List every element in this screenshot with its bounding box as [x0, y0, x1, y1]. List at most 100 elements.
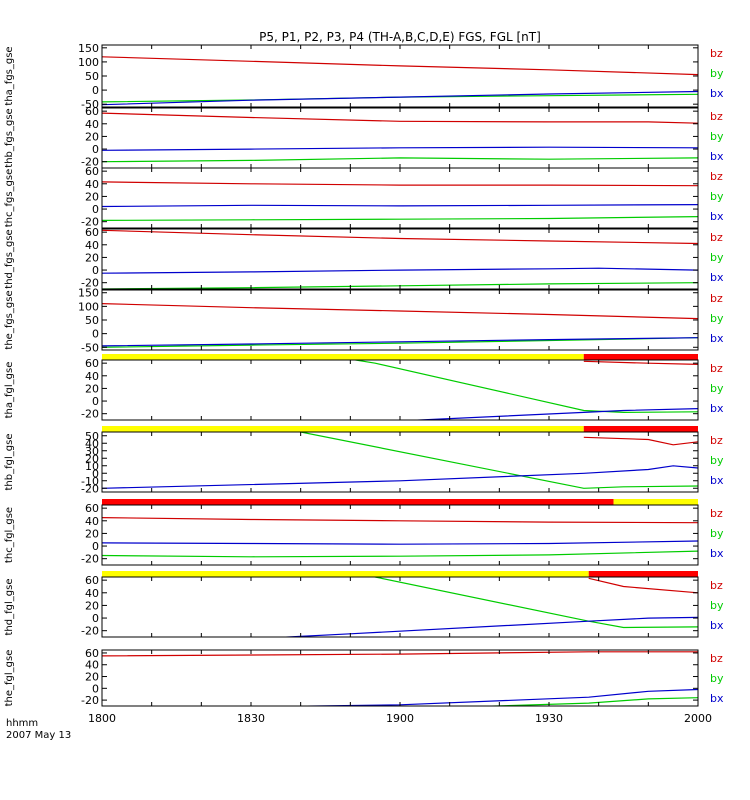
series-group — [102, 517, 698, 558]
y-tick-label: -20 — [81, 694, 99, 707]
y-tick-label: 60 — [85, 165, 99, 178]
y-tick-label: 40 — [85, 587, 99, 600]
panel-ylabel: thc_fgs_gse — [4, 169, 15, 228]
legend-label-bx: bx — [710, 150, 724, 163]
y-tick-label: 100 — [78, 300, 99, 313]
series-group — [102, 432, 698, 489]
x-tick-label: 1830 — [237, 712, 265, 725]
series-line-by — [474, 697, 698, 706]
time-axis-label-hhmm: hhmm — [6, 718, 38, 729]
panel-ylabel: thc_fgl_gse — [4, 507, 15, 563]
y-tick-label: 20 — [85, 382, 99, 395]
panel-ylabel: tha_fgl_gse — [4, 362, 15, 419]
y-tick-label: 0 — [92, 612, 99, 625]
y-tick-label: 10 — [85, 460, 99, 473]
y-tick-label: 0 — [92, 84, 99, 97]
flag-bar-yellow — [102, 354, 584, 360]
legend-label-bx: bx — [710, 402, 724, 415]
time-axis: hhmm 2007 May 13 1800 1830 1900 1930 2000 — [6, 712, 712, 741]
y-tick-label: -20 — [81, 216, 99, 229]
series-line-bx — [102, 146, 698, 151]
x-tick-label: 1930 — [535, 712, 563, 725]
y-tick-label: -20 — [81, 625, 99, 638]
x-tick-label: 1800 — [88, 712, 116, 725]
y-tick-label: -20 — [81, 156, 99, 169]
y-tick-label: 40 — [85, 515, 99, 528]
series-line-bx — [406, 408, 698, 420]
y-tick-label: 40 — [85, 118, 99, 131]
y-tick-label: -50 — [81, 98, 99, 111]
y-tick-label: 60 — [85, 105, 99, 118]
series-group — [102, 181, 698, 221]
series-line-by — [102, 550, 698, 558]
y-tick-label: 20 — [85, 190, 99, 203]
series-line-bz — [583, 360, 698, 365]
series-line-bz — [102, 181, 698, 187]
series-line-bz — [102, 56, 698, 76]
y-tick-label: 60 — [85, 502, 99, 515]
y-tick-label: 0 — [92, 203, 99, 216]
y-tick-label: -10 — [81, 475, 99, 488]
y-tick-label: 20 — [85, 671, 99, 684]
y-tick-label: -20 — [81, 277, 99, 290]
y-tick-label: 50 — [85, 70, 99, 83]
y-tick-label: 20 — [85, 452, 99, 465]
y-tick-label: 40 — [85, 239, 99, 252]
series-group — [275, 577, 698, 637]
y-tick-label: 150 — [78, 42, 99, 55]
flag-bar-yellow — [102, 426, 584, 432]
panel-ylabel: thd_fgl_gse — [4, 579, 15, 636]
y-tick-label: 50 — [85, 314, 99, 327]
legend-label-bz: bz — [710, 362, 723, 375]
legend-label-by: by — [710, 67, 724, 80]
legend-label-bx: bx — [710, 619, 724, 632]
series-line-bz — [102, 517, 698, 524]
series-group — [102, 303, 698, 348]
y-tick-label: 40 — [85, 437, 99, 450]
series-line-bz — [588, 577, 698, 594]
y-tick-label: -20 — [81, 553, 99, 566]
legend-label-by: by — [710, 454, 724, 467]
flag-bar-yellow — [102, 571, 589, 577]
series-line-bz — [102, 112, 698, 124]
series-line-by — [351, 360, 698, 414]
series-line-by — [102, 157, 698, 163]
y-tick-label: 0 — [92, 395, 99, 408]
panel-ylabel: tha_fgs_gse — [4, 46, 15, 105]
y-tick-label: 30 — [85, 445, 99, 458]
x-tick-label: 2000 — [684, 712, 712, 725]
legend-label-bx: bx — [710, 271, 724, 284]
series-line-bz — [102, 651, 698, 657]
y-tick-label: 60 — [85, 574, 99, 587]
y-tick-label: 0 — [92, 143, 99, 156]
series-line-by — [371, 577, 698, 629]
series-line-bz — [102, 303, 698, 320]
y-tick-label: 60 — [85, 357, 99, 370]
series-line-bx — [102, 204, 698, 208]
y-tick-label: 60 — [85, 647, 99, 660]
panel-frame — [101, 431, 699, 493]
y-tick-label: 0 — [92, 682, 99, 695]
y-tick-label: 40 — [85, 659, 99, 672]
flag-bar-yellow — [613, 499, 698, 505]
series-line-bz — [583, 436, 698, 446]
legend-label-bz: bz — [710, 292, 723, 305]
legend-label-by: by — [710, 672, 724, 685]
series-line-bx — [102, 337, 698, 347]
y-tick-label: -50 — [81, 341, 99, 354]
series-line-by — [102, 216, 698, 221]
y-tick-label: 0 — [92, 328, 99, 341]
legend-label-bz: bz — [710, 231, 723, 244]
legend-label-by: by — [710, 130, 724, 143]
